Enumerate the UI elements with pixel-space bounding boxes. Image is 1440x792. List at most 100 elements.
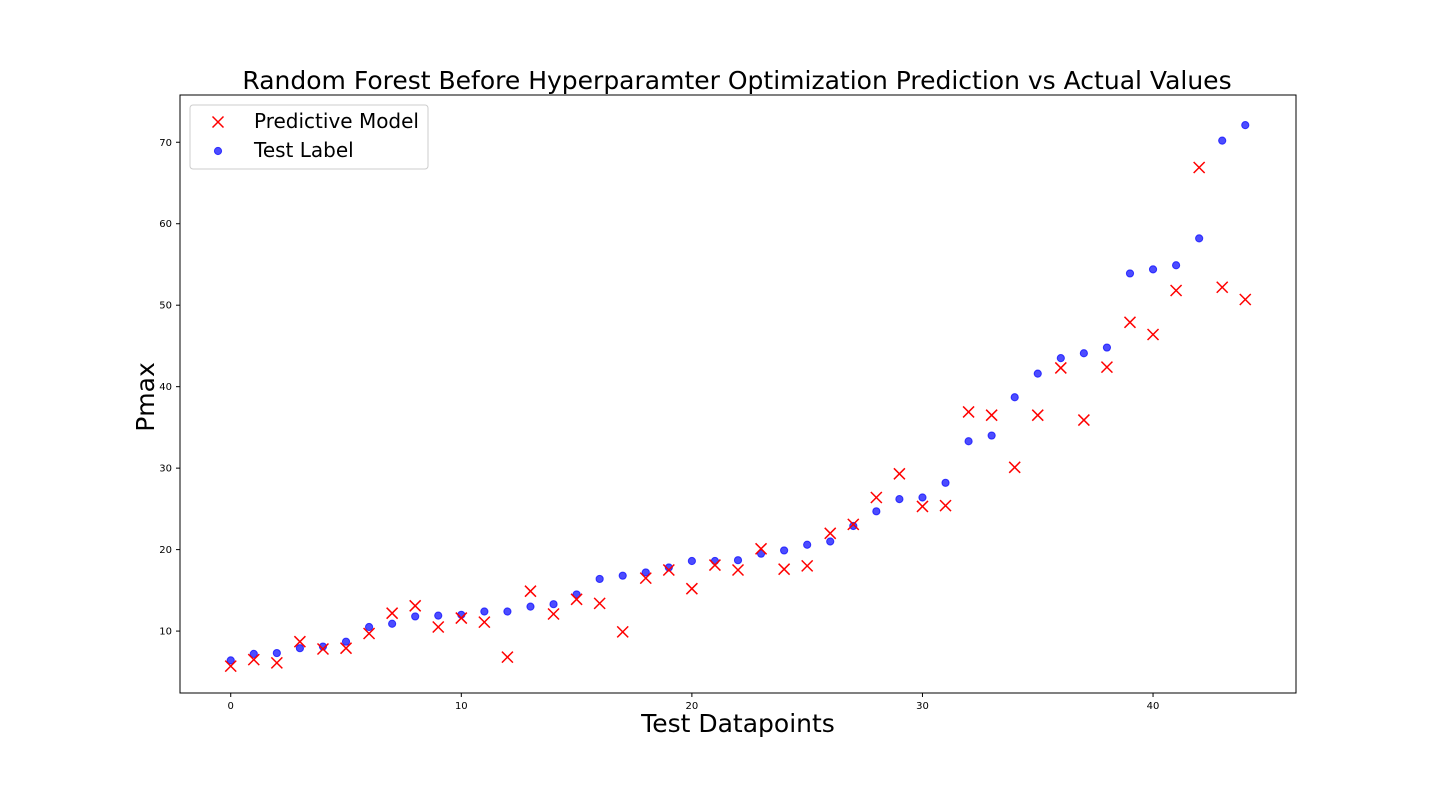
predictive-model-point	[801, 559, 814, 572]
predictive-model-point	[962, 405, 975, 418]
test-label-point	[1218, 136, 1227, 145]
predictive-model-point	[708, 559, 721, 572]
test-label-point	[849, 521, 858, 531]
predictive-model-point	[1123, 316, 1137, 329]
test-label-point	[364, 622, 374, 632]
predictive-model-point	[1100, 361, 1113, 374]
test-label-point	[549, 600, 558, 609]
predictive-model-point	[432, 620, 445, 634]
predictive-model-point	[316, 642, 329, 656]
predictive-model-point	[293, 635, 306, 648]
legend-label-test-label: Test Label	[253, 138, 354, 162]
y-axis-ticks: 10 20 30 40 50 60 70	[159, 138, 180, 638]
test-label-point	[434, 611, 443, 620]
x-axis-label: Test Datapoints	[640, 709, 835, 738]
test-label-point	[964, 437, 973, 446]
predictive-model-point	[1077, 414, 1090, 427]
predictive-model-point	[224, 660, 237, 673]
predictive-model-point	[616, 625, 629, 638]
predictive-model-point	[386, 607, 399, 620]
predictive-model-point	[731, 563, 745, 577]
test-label-point	[1195, 234, 1204, 243]
y-tick-label: 40	[159, 382, 172, 393]
y-tick-label: 10	[159, 627, 172, 638]
predictive-model-point	[1193, 161, 1206, 174]
test-label-point	[341, 637, 351, 646]
test-label-point	[1102, 343, 1112, 352]
test-label-point	[618, 571, 627, 580]
data-points	[224, 121, 1252, 673]
predictive-model-point	[593, 597, 606, 610]
predictive-model-point	[1239, 293, 1252, 306]
predictive-model-point	[847, 518, 860, 531]
predictive-model-point	[893, 467, 906, 480]
predictive-model-point	[662, 563, 675, 577]
predictive-model-point	[685, 582, 698, 595]
test-label-point	[664, 563, 673, 572]
predictive-model-point	[455, 612, 468, 625]
test-label-point	[1079, 349, 1088, 358]
predictive-model-point	[985, 409, 998, 422]
x-tick-label: 0	[228, 701, 234, 712]
y-axis-label: Pmax	[131, 362, 160, 432]
legend-label-predictive-model: Predictive Model	[254, 109, 419, 133]
test-label-point	[226, 656, 235, 665]
test-label-point	[941, 478, 950, 487]
y-tick-label: 70	[159, 138, 172, 149]
test-label-point	[687, 556, 696, 566]
test-label-point	[1033, 369, 1042, 378]
test-label-point	[895, 494, 904, 504]
y-tick-label: 20	[159, 545, 172, 556]
predictive-model-point	[270, 656, 283, 669]
y-tick-label: 60	[159, 219, 172, 230]
predictive-model-point	[409, 599, 422, 612]
test-label-point	[526, 602, 535, 611]
test-label-point	[918, 493, 927, 502]
predictive-model-point	[1216, 281, 1229, 294]
x-tick-label: 20	[686, 701, 699, 712]
x-tick-label: 30	[916, 701, 929, 712]
predictive-model-point	[639, 572, 652, 585]
test-label-point	[1171, 261, 1181, 270]
test-label-point	[756, 549, 766, 558]
test-label-point	[595, 574, 604, 584]
test-label-point	[411, 612, 420, 621]
predictive-model-point	[478, 616, 491, 629]
chart-title: Random Forest Before Hyperparamter Optim…	[242, 66, 1231, 95]
plot-area-frame	[179, 94, 1297, 694]
test-label-point	[388, 619, 397, 628]
predictive-model-point	[570, 593, 583, 606]
test-label-point	[503, 607, 512, 616]
legend-marker-predictive-model	[211, 115, 225, 129]
x-tick-label: 10	[455, 701, 468, 712]
test-label-point	[987, 431, 996, 440]
test-label-point	[872, 507, 881, 516]
test-label-point	[272, 648, 281, 658]
test-label-point	[1241, 121, 1250, 130]
test-label-point	[780, 546, 789, 555]
predictive-model-point	[1031, 409, 1044, 422]
legend-box	[189, 104, 429, 170]
predictive-model-point	[339, 642, 353, 655]
legend-marker-test-label	[213, 146, 223, 156]
test-label-point	[318, 642, 328, 651]
test-label-point	[295, 644, 305, 653]
predictive-model-point	[247, 653, 260, 666]
legend-x-marker	[211, 115, 225, 129]
y-tick-label: 50	[159, 301, 172, 312]
test-label-point	[1125, 269, 1135, 278]
test-label-point	[1056, 354, 1065, 363]
predictive-model-point	[501, 651, 514, 664]
y-tick-label: 30	[159, 464, 172, 475]
legend: Predictive Model Test Label	[189, 104, 429, 170]
predictive-model-point	[755, 542, 768, 555]
predictive-model-point	[1147, 328, 1160, 341]
test-label-point	[733, 556, 743, 565]
test-label-point	[480, 607, 489, 616]
x-tick-label: 40	[1147, 701, 1160, 712]
test-label-point	[1010, 393, 1019, 402]
predictive-model-point	[1054, 361, 1067, 374]
predictive-model-point	[1170, 284, 1183, 297]
